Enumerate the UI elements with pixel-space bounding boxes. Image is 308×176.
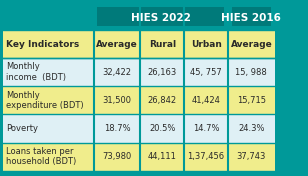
Text: 14.7%: 14.7% — [193, 124, 219, 133]
Bar — [184, 30, 228, 58]
Bar — [184, 58, 228, 86]
Text: Monthly
income  (BDT): Monthly income (BDT) — [6, 62, 66, 82]
Text: Average: Average — [230, 39, 272, 49]
Bar — [94, 114, 140, 143]
Bar — [228, 86, 275, 114]
Text: 31,500: 31,500 — [103, 96, 132, 105]
Text: 24.3%: 24.3% — [238, 124, 265, 133]
Bar — [140, 114, 184, 143]
Text: 41,424: 41,424 — [192, 96, 221, 105]
Bar — [232, 7, 271, 26]
Bar — [3, 114, 94, 143]
Text: 1,37,456: 1,37,456 — [188, 152, 225, 161]
Bar — [184, 86, 228, 114]
Text: Key Indicators: Key Indicators — [6, 39, 79, 49]
Bar — [97, 7, 224, 26]
Text: 37,743: 37,743 — [237, 152, 266, 161]
Text: Loans taken per
household (BDT): Loans taken per household (BDT) — [6, 147, 76, 166]
Text: 45, 757: 45, 757 — [190, 68, 222, 77]
Text: 18.7%: 18.7% — [104, 124, 130, 133]
Text: 44,111: 44,111 — [148, 152, 177, 161]
Bar — [94, 143, 140, 171]
Bar — [228, 30, 275, 58]
Text: 20.5%: 20.5% — [149, 124, 176, 133]
Bar — [94, 58, 140, 86]
Text: HIES 2022: HIES 2022 — [131, 13, 191, 23]
Bar — [140, 143, 184, 171]
Bar — [228, 114, 275, 143]
Text: Urban: Urban — [191, 39, 221, 49]
Text: Poverty: Poverty — [6, 124, 38, 133]
Bar — [94, 30, 140, 58]
Text: 15, 988: 15, 988 — [236, 68, 267, 77]
Bar — [3, 86, 94, 114]
Bar — [3, 58, 94, 86]
Bar — [94, 86, 140, 114]
Bar — [228, 143, 275, 171]
Text: Monthly
expenditure (BDT): Monthly expenditure (BDT) — [6, 91, 84, 110]
Bar — [3, 5, 305, 30]
Text: Rural: Rural — [149, 39, 176, 49]
Text: 26,842: 26,842 — [148, 96, 177, 105]
Text: Average: Average — [96, 39, 138, 49]
Text: 73,980: 73,980 — [102, 152, 132, 161]
Bar — [140, 58, 184, 86]
Text: 26,163: 26,163 — [148, 68, 177, 77]
Bar — [184, 143, 228, 171]
Bar — [228, 58, 275, 86]
Bar — [184, 114, 228, 143]
Text: 15,715: 15,715 — [237, 96, 266, 105]
Bar — [3, 143, 94, 171]
Text: 32,422: 32,422 — [103, 68, 132, 77]
Text: HIES 2016: HIES 2016 — [221, 13, 281, 23]
Bar — [140, 86, 184, 114]
Bar — [140, 30, 184, 58]
Bar — [3, 30, 94, 58]
